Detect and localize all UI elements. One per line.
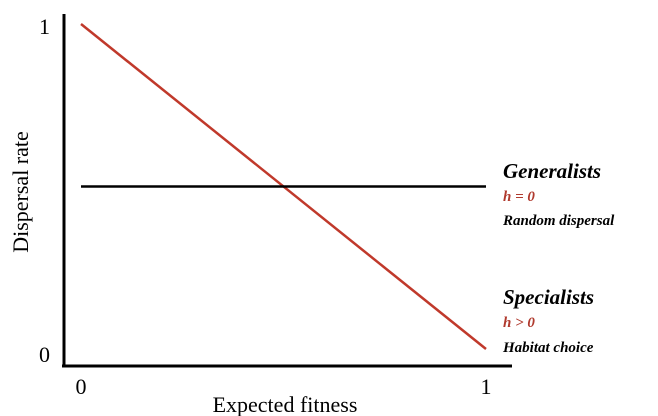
y-axis-title: Dispersal rate (8, 131, 33, 253)
annotation-formula: h > 0 (503, 315, 535, 331)
annotation-formula: h = 0 (503, 189, 535, 205)
x-tick-label-1: 1 (481, 374, 492, 399)
annotation-description: Habitat choice (502, 340, 594, 356)
x-axis-title: Expected fitness (213, 392, 358, 416)
annotation-heading: Generalists (503, 159, 601, 183)
y-tick-label-0: 0 (39, 342, 50, 367)
annotation-specialists: Specialists h > 0 Habitat choice (502, 285, 594, 356)
annotation-description: Random dispersal (502, 213, 615, 229)
y-tick-label-1: 1 (39, 14, 50, 39)
annotation-heading: Specialists (503, 285, 594, 309)
x-tick-label-0: 0 (76, 374, 87, 399)
annotation-generalists: Generalists h = 0 Random dispersal (502, 159, 615, 229)
